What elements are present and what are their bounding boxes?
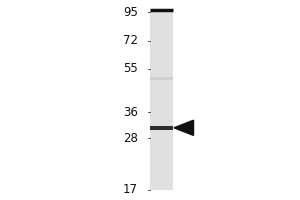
Text: 17: 17 xyxy=(123,183,138,196)
Polygon shape xyxy=(174,120,194,135)
Text: 95: 95 xyxy=(123,6,138,19)
FancyBboxPatch shape xyxy=(150,12,172,190)
Text: 72: 72 xyxy=(123,34,138,47)
Text: 55: 55 xyxy=(123,62,138,75)
FancyBboxPatch shape xyxy=(150,126,172,130)
Text: 36: 36 xyxy=(123,106,138,119)
FancyBboxPatch shape xyxy=(150,77,172,80)
Text: 28: 28 xyxy=(123,132,138,145)
